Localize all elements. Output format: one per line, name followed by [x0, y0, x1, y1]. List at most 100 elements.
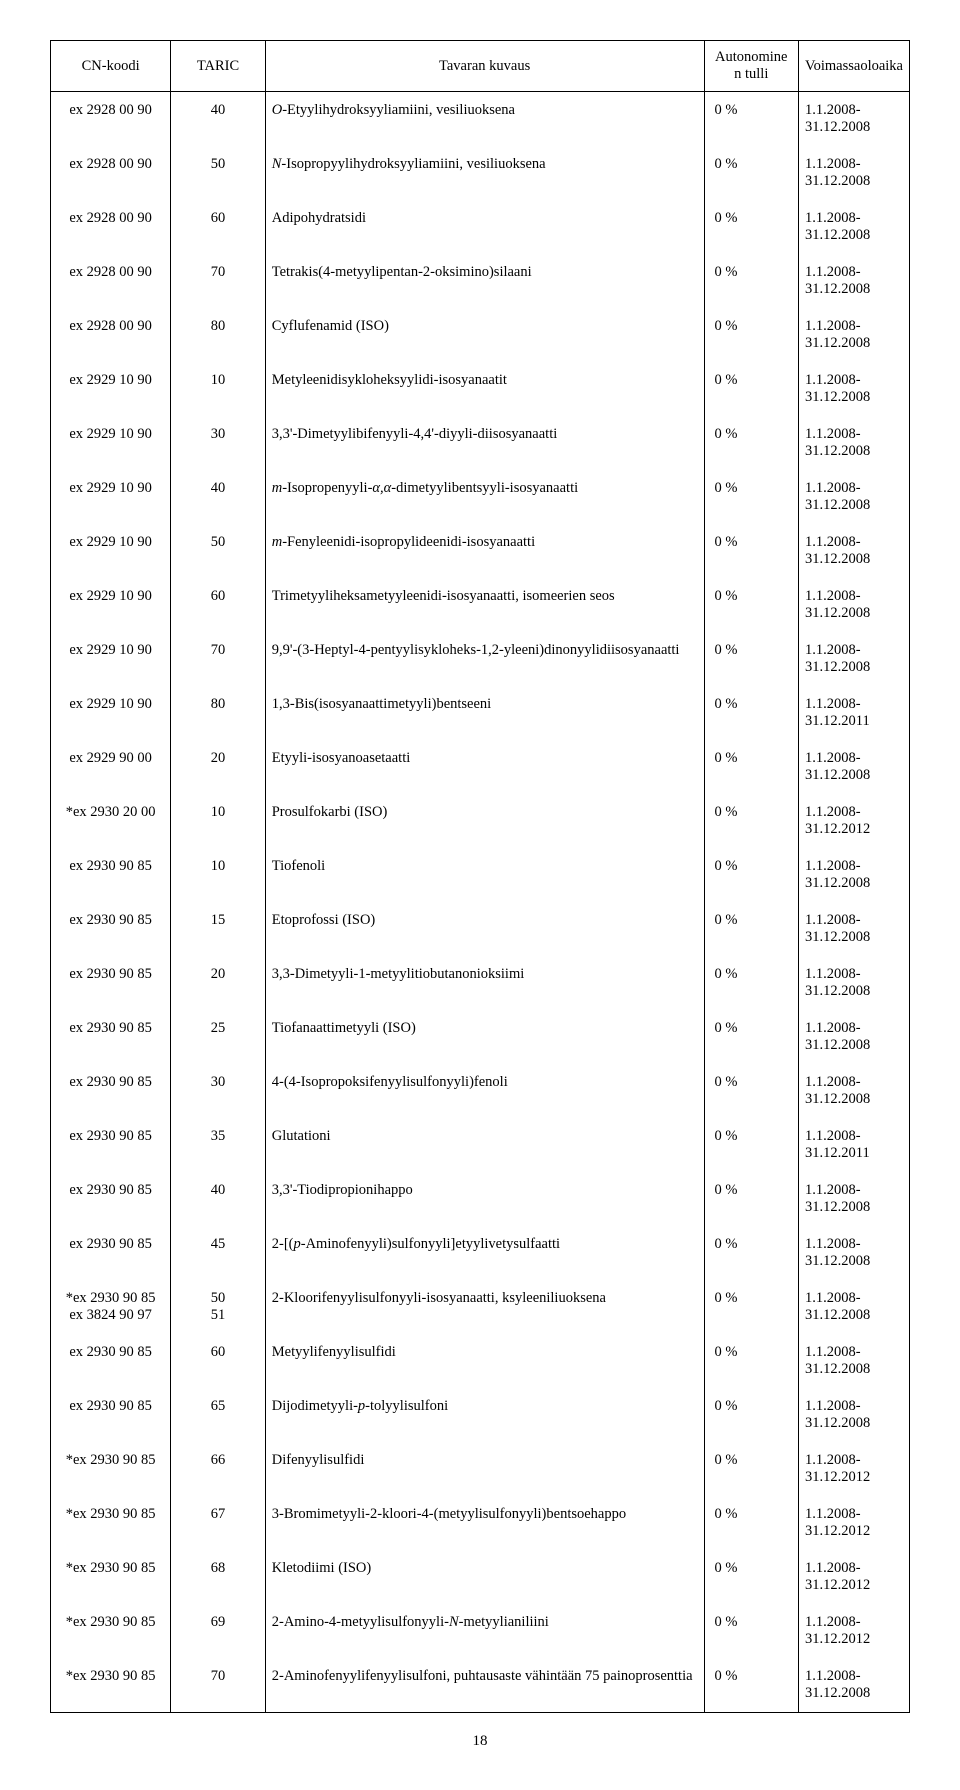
- cell-description: 2-Kloorifenyylisulfonyyli-isosyanaatti, …: [265, 1280, 704, 1334]
- table-row: *ex 2930 90 8566Difenyylisulfidi0 %1.1.2…: [51, 1442, 910, 1496]
- cell-taric: 60: [171, 1334, 265, 1388]
- cell-validity: 1.1.2008-31.12.2008: [799, 254, 910, 308]
- table-row: ex 2929 10 9040m-Isopropenyyli-α,α-dimet…: [51, 470, 910, 524]
- cell-taric: 68: [171, 1550, 265, 1604]
- table-row: ex 2930 90 8525Tiofanaattimetyyli (ISO)0…: [51, 1010, 910, 1064]
- table-row: ex 2930 90 8565Dijodimetyyli-p-tolyylisu…: [51, 1388, 910, 1442]
- cell-validity: 1.1.2008-31.12.2008: [799, 902, 910, 956]
- cell-cn: ex 2929 10 90: [51, 470, 171, 524]
- cell-validity: 1.1.2008-31.12.2008: [799, 200, 910, 254]
- cell-cn: ex 2929 10 90: [51, 578, 171, 632]
- table-row: *ex 2930 20 0010Prosulfokarbi (ISO)0 %1.…: [51, 794, 910, 848]
- cell-taric: 45: [171, 1226, 265, 1280]
- table-row: ex 2929 90 0020Etyyli-isosyanoasetaatti0…: [51, 740, 910, 794]
- cell-taric: 40: [171, 92, 265, 147]
- cell-taric: 60: [171, 578, 265, 632]
- cell-validity: 1.1.2008-31.12.2012: [799, 1604, 910, 1658]
- cell-cn: ex 2930 90 85: [51, 1226, 171, 1280]
- table-row: ex 2928 00 9080Cyflufenamid (ISO)0 %1.1.…: [51, 308, 910, 362]
- cell-description: Tiofenoli: [265, 848, 704, 902]
- cell-cn: ex 2930 90 85: [51, 1172, 171, 1226]
- cell-taric: 70: [171, 1658, 265, 1713]
- page-number: 18: [50, 1733, 910, 1750]
- cell-description: Etoprofossi (ISO): [265, 902, 704, 956]
- cell-duty: 0 %: [704, 1172, 798, 1226]
- table-row: ex 2929 10 90709,9'-(3-Heptyl-4-pentyyli…: [51, 632, 910, 686]
- cell-validity: 1.1.2008-31.12.2008: [799, 1172, 910, 1226]
- cell-validity: 1.1.2008-31.12.2008: [799, 632, 910, 686]
- cell-taric: 50 51: [171, 1280, 265, 1334]
- cell-cn: *ex 2930 90 85 ex 3824 90 97: [51, 1280, 171, 1334]
- cell-taric: 70: [171, 254, 265, 308]
- cell-description: 3,3'-Dimetyylibifenyyli-4,4'-diyyli-diis…: [265, 416, 704, 470]
- table-row: ex 2929 10 90801,3-Bis(isosyanaattimetyy…: [51, 686, 910, 740]
- cell-taric: 67: [171, 1496, 265, 1550]
- cell-duty: 0 %: [704, 1334, 798, 1388]
- cell-taric: 80: [171, 308, 265, 362]
- cell-validity: 1.1.2008-31.12.2011: [799, 1118, 910, 1172]
- cell-taric: 30: [171, 1064, 265, 1118]
- cell-description: m-Isopropenyyli-α,α-dimetyylibentsyyli-i…: [265, 470, 704, 524]
- cell-description: Adipohydratsidi: [265, 200, 704, 254]
- cell-validity: 1.1.2008-31.12.2008: [799, 1388, 910, 1442]
- cell-cn: ex 2930 90 85: [51, 902, 171, 956]
- cell-validity: 1.1.2008-31.12.2008: [799, 956, 910, 1010]
- cell-taric: 10: [171, 362, 265, 416]
- col-header-taric: TARIC: [171, 41, 265, 92]
- col-header-validity: Voimassaoloaika: [799, 41, 910, 92]
- table-row: ex 2930 90 8515Etoprofossi (ISO)0 %1.1.2…: [51, 902, 910, 956]
- cell-cn: ex 2930 90 85: [51, 1010, 171, 1064]
- cell-validity: 1.1.2008-31.12.2008: [799, 1280, 910, 1334]
- col-header-duty: Autonomine n tulli: [704, 41, 798, 92]
- cell-description: O-Etyylihydroksyyliamiini, vesiliuoksena: [265, 92, 704, 147]
- table-row: ex 2929 10 9060Trimetyyliheksametyyleeni…: [51, 578, 910, 632]
- cell-validity: 1.1.2008-31.12.2011: [799, 686, 910, 740]
- cell-duty: 0 %: [704, 740, 798, 794]
- cell-validity: 1.1.2008-31.12.2008: [799, 524, 910, 578]
- col-header-desc: Tavaran kuvaus: [265, 41, 704, 92]
- cell-taric: 20: [171, 956, 265, 1010]
- cell-cn: *ex 2930 90 85: [51, 1658, 171, 1713]
- table-row: ex 2929 10 90303,3'-Dimetyylibifenyyli-4…: [51, 416, 910, 470]
- cell-cn: ex 2928 00 90: [51, 254, 171, 308]
- cell-taric: 15: [171, 902, 265, 956]
- cell-duty: 0 %: [704, 470, 798, 524]
- cell-validity: 1.1.2008-31.12.2008: [799, 1658, 910, 1713]
- cell-cn: *ex 2930 90 85: [51, 1604, 171, 1658]
- cell-description: 3,3-Dimetyyli-1-metyylitiobutanonioksiim…: [265, 956, 704, 1010]
- cell-duty: 0 %: [704, 1064, 798, 1118]
- cell-duty: 0 %: [704, 200, 798, 254]
- cell-description: 3-Bromimetyyli-2-kloori-4-(metyylisulfon…: [265, 1496, 704, 1550]
- cell-duty: 0 %: [704, 902, 798, 956]
- col-header-cn: CN-koodi: [51, 41, 171, 92]
- cell-validity: 1.1.2008-31.12.2012: [799, 1496, 910, 1550]
- cell-cn: ex 2930 90 85: [51, 848, 171, 902]
- cell-taric: 80: [171, 686, 265, 740]
- cell-cn: ex 2929 10 90: [51, 524, 171, 578]
- table-row: ex 2930 90 8535Glutationi0 %1.1.2008-31.…: [51, 1118, 910, 1172]
- cell-description: Glutationi: [265, 1118, 704, 1172]
- cell-description: Tiofanaattimetyyli (ISO): [265, 1010, 704, 1064]
- cell-description: m-Fenyleenidi-isopropylideenidi-isosyana…: [265, 524, 704, 578]
- cell-description: Kletodiimi (ISO): [265, 1550, 704, 1604]
- cell-cn: ex 2929 10 90: [51, 632, 171, 686]
- cell-validity: 1.1.2008-31.12.2008: [799, 416, 910, 470]
- tariff-table: CN-koodi TARIC Tavaran kuvaus Autonomine…: [50, 40, 910, 1713]
- cell-description: Trimetyyliheksametyyleenidi-isosyanaatti…: [265, 578, 704, 632]
- cell-duty: 0 %: [704, 362, 798, 416]
- cell-validity: 1.1.2008-31.12.2008: [799, 740, 910, 794]
- cell-cn: ex 2929 10 90: [51, 362, 171, 416]
- cell-cn: ex 2930 90 85: [51, 1064, 171, 1118]
- cell-taric: 70: [171, 632, 265, 686]
- cell-duty: 0 %: [704, 1118, 798, 1172]
- table-row: ex 2928 00 9050N-Isopropyylihydroksyylia…: [51, 146, 910, 200]
- cell-cn: ex 2930 90 85: [51, 1118, 171, 1172]
- cell-duty: 0 %: [704, 632, 798, 686]
- cell-description: 9,9'-(3-Heptyl-4-pentyylisykloheks-1,2-y…: [265, 632, 704, 686]
- cell-taric: 65: [171, 1388, 265, 1442]
- cell-taric: 35: [171, 1118, 265, 1172]
- cell-description: 2-Aminofenyylifenyylisulfoni, puhtausast…: [265, 1658, 704, 1713]
- cell-taric: 40: [171, 470, 265, 524]
- cell-description: Metyylifenyylisulfidi: [265, 1334, 704, 1388]
- cell-duty: 0 %: [704, 686, 798, 740]
